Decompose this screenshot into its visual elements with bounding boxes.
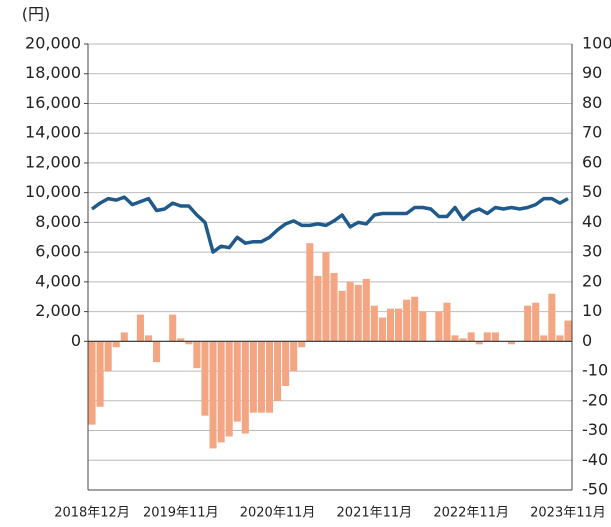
bar bbox=[257, 341, 265, 413]
y2-tick-label: 90 bbox=[582, 63, 602, 82]
y2-tick-label: 60 bbox=[582, 152, 602, 171]
bar bbox=[556, 335, 564, 342]
bar bbox=[88, 341, 96, 425]
bar bbox=[475, 341, 483, 345]
bar bbox=[354, 284, 362, 342]
bar bbox=[241, 341, 249, 434]
bar bbox=[96, 341, 104, 407]
bar bbox=[144, 335, 153, 342]
x-tick-label: 2022年11月 bbox=[433, 506, 509, 521]
bar bbox=[507, 341, 516, 345]
y-tick-label: 6,000 bbox=[35, 242, 81, 261]
x-tick-label: 2020年11月 bbox=[240, 506, 316, 521]
bar bbox=[209, 341, 217, 449]
bar bbox=[322, 252, 330, 342]
y2-tick-label: 20 bbox=[582, 271, 602, 290]
y-tick-label: 16,000 bbox=[25, 93, 81, 112]
bar bbox=[217, 341, 225, 443]
bar bbox=[451, 335, 459, 342]
y2-tick-label: 0 bbox=[582, 331, 592, 350]
bar bbox=[330, 272, 338, 342]
bar bbox=[136, 314, 144, 342]
bar bbox=[233, 341, 241, 422]
bar bbox=[370, 305, 378, 342]
y-tick-label: 4,000 bbox=[35, 271, 81, 290]
bar bbox=[532, 302, 540, 342]
bar bbox=[169, 314, 177, 342]
y2-tick-label: -30 bbox=[582, 420, 608, 439]
bar bbox=[185, 341, 193, 345]
bar bbox=[112, 341, 120, 348]
bar bbox=[395, 308, 403, 342]
bar bbox=[467, 332, 475, 342]
bar bbox=[338, 290, 346, 342]
bar bbox=[483, 332, 491, 342]
bar bbox=[306, 243, 314, 342]
bar bbox=[193, 341, 201, 369]
bar bbox=[491, 332, 499, 342]
y2-tick-label: 40 bbox=[582, 212, 602, 231]
bar bbox=[524, 305, 532, 342]
x-tick-label: 2023年11月 bbox=[530, 506, 606, 521]
bar bbox=[459, 338, 467, 342]
bar bbox=[274, 341, 282, 401]
bar bbox=[249, 341, 257, 413]
y2-tick-label: -40 bbox=[582, 450, 608, 469]
y2-tick-label: -50 bbox=[582, 480, 608, 499]
bar bbox=[225, 341, 233, 437]
bar bbox=[548, 293, 556, 342]
bar bbox=[540, 335, 548, 342]
bar bbox=[419, 311, 427, 342]
bar bbox=[386, 308, 395, 342]
bar bbox=[564, 320, 572, 342]
bar bbox=[378, 317, 386, 342]
bar bbox=[290, 341, 298, 372]
y2-tick-label: -20 bbox=[582, 390, 608, 409]
bar bbox=[120, 332, 128, 342]
bar bbox=[314, 275, 322, 342]
bar bbox=[177, 338, 185, 342]
bar bbox=[265, 341, 274, 413]
y-tick-label: 10,000 bbox=[25, 182, 81, 201]
y2-tick-label: 50 bbox=[582, 182, 602, 201]
bar bbox=[435, 311, 443, 342]
y-axis-label: (円) bbox=[22, 5, 51, 24]
y-tick-label: 0 bbox=[71, 331, 81, 350]
x-tick-label: 2021年11月 bbox=[337, 506, 413, 521]
y2-tick-label: 80 bbox=[582, 93, 602, 112]
y-tick-label: 18,000 bbox=[25, 63, 81, 82]
y2-tick-label: 100 bbox=[582, 34, 611, 53]
bar bbox=[346, 281, 354, 342]
bar bbox=[104, 341, 112, 372]
y2-tick-label: -10 bbox=[582, 361, 608, 380]
y-tick-label: 12,000 bbox=[25, 152, 81, 171]
x-tick-label: 2019年11月 bbox=[143, 506, 219, 521]
y-tick-label: 20,000 bbox=[25, 34, 81, 53]
y-tick-label: 14,000 bbox=[25, 123, 81, 142]
bar bbox=[282, 341, 290, 386]
y2-tick-label: 30 bbox=[582, 242, 602, 261]
y-tick-label: 2,000 bbox=[35, 301, 81, 320]
bar bbox=[362, 278, 370, 342]
y2-tick-label: 10 bbox=[582, 301, 602, 320]
bar bbox=[411, 296, 419, 342]
bar bbox=[443, 302, 451, 342]
y-tick-label: 8,000 bbox=[35, 212, 81, 231]
bar bbox=[201, 341, 209, 416]
bar bbox=[403, 299, 411, 342]
bar bbox=[298, 341, 306, 348]
x-tick-label: 2018年12月 bbox=[54, 506, 130, 521]
bar bbox=[153, 341, 161, 363]
line bbox=[90, 195, 569, 254]
y2-tick-label: 70 bbox=[582, 123, 602, 142]
